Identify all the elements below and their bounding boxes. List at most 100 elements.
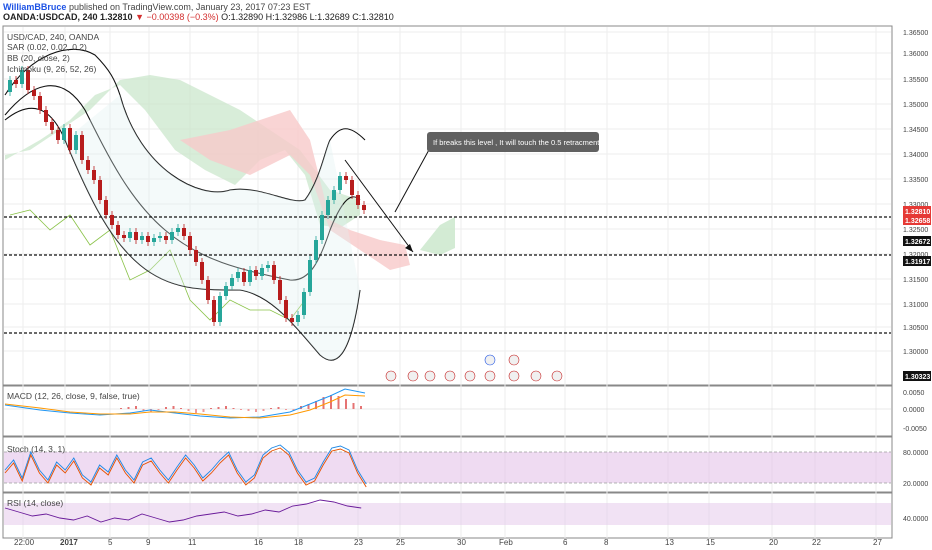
legend-macd[interactable]: MACD (12, 26, close, 9, false, true) — [7, 391, 140, 401]
projection-line — [344, 159, 414, 253]
time-tick-label: 23 — [354, 538, 363, 547]
legend-sar[interactable]: SAR (0.02, 0.02, 0.2) — [7, 42, 87, 52]
rsi-band — [4, 503, 891, 525]
annotation-box[interactable] — [427, 132, 599, 152]
candle-body — [254, 270, 258, 276]
candle-body — [188, 236, 192, 250]
macd-line — [4, 388, 366, 419]
macd-tick-label: -0.0050 — [903, 426, 927, 433]
publish-info: WilliamBBruce published on TradingView.c… — [3, 2, 310, 12]
candle-body — [110, 215, 114, 225]
bb-fill — [65, 95, 360, 361]
legend-rsi[interactable]: RSI (14, close) — [7, 498, 64, 508]
macd-axis: 0.0050 0.0000 -0.0050 — [903, 390, 927, 433]
candle-body — [140, 236, 144, 240]
time-tick-label: 13 — [665, 538, 674, 547]
price-tick-label: 1.36000 — [903, 51, 928, 58]
legend-bb[interactable]: BB (20, close, 2) — [7, 53, 70, 63]
candle-body — [80, 135, 84, 160]
candle-body — [206, 280, 210, 300]
legend-symbol: USD/CAD, 240, OANDA — [7, 32, 100, 42]
publish-text: published on TradingView.com, January 23… — [68, 2, 311, 12]
candle-body — [38, 96, 42, 110]
candle-body — [182, 228, 186, 236]
price-tick-label: 1.33500 — [903, 177, 928, 184]
symbol-label: OANDA:USDCAD, 240 — [3, 12, 98, 22]
candle-body — [56, 130, 60, 140]
ohlc-values: O:1.32890 H:1.32986 L:1.32689 C:1.32810 — [221, 12, 394, 22]
candle-body — [284, 300, 288, 318]
flag-icon[interactable] — [424, 370, 436, 382]
candle-body — [278, 280, 282, 300]
time-tick-label: 27 — [873, 538, 882, 547]
flag-icon[interactable] — [385, 370, 397, 382]
candle-body — [86, 160, 90, 170]
candle-body — [236, 272, 240, 278]
macd-bar — [232, 408, 235, 409]
ichimoku-cloud-green — [5, 75, 360, 228]
macd-bar — [322, 397, 325, 409]
author-link[interactable]: WilliamBBruce — [3, 2, 67, 12]
flag-icon[interactable] — [484, 370, 496, 382]
flag-icon[interactable] — [444, 370, 456, 382]
flag-icon[interactable] — [508, 370, 520, 382]
time-tick-label: 20 — [769, 538, 778, 547]
candle-body — [104, 200, 108, 215]
price-tick-label: 1.32000 — [903, 252, 928, 259]
flag-icon[interactable] — [508, 354, 520, 366]
rsi-tick-label: 40.0000 — [903, 516, 928, 523]
price-tick-label: 1.35500 — [903, 77, 928, 84]
ichimoku-cloud-red — [180, 110, 410, 270]
annotation-text: If breaks this level , It will touch the… — [433, 138, 601, 147]
macd-bar — [210, 408, 212, 409]
price-tick-label: 1.30500 — [903, 325, 928, 332]
legend-stoch[interactable]: Stoch (14, 3, 1) — [7, 444, 66, 454]
macd-bar — [315, 401, 317, 409]
legend-ichimoku[interactable]: Ichimoku (9, 26, 52, 26) — [7, 64, 97, 74]
macd-bar — [255, 409, 257, 412]
time-axis[interactable]: 22:00 2017 5 9 11 16 18 23 25 30 Feb 6 8 13 15 20 22 27 — [14, 538, 882, 547]
time-tick-label: 22 — [812, 538, 821, 547]
flag-icon[interactable] — [407, 370, 419, 382]
candle-body — [242, 272, 246, 282]
candle-body — [344, 176, 348, 180]
candle-body — [272, 265, 276, 280]
rsi-axis: 40.0000 — [903, 516, 928, 523]
flag-icon[interactable] — [484, 354, 496, 366]
macd-bar — [120, 408, 122, 409]
macd-bar — [142, 409, 145, 411]
rsi-line — [4, 499, 362, 523]
time-tick-label: 30 — [457, 538, 466, 547]
candlestick-series — [8, 66, 366, 326]
macd-bar — [337, 396, 340, 409]
flag-icon[interactable] — [464, 370, 476, 382]
flag-icon[interactable] — [551, 370, 563, 382]
candle-body — [200, 262, 204, 280]
flag-icon[interactable] — [530, 370, 542, 382]
stoch-tick-label: 20.0000 — [903, 481, 928, 488]
rsi-pane — [2, 492, 893, 539]
candle-body — [20, 70, 24, 84]
macd-bar — [345, 399, 347, 409]
price-tick-label: 1.31500 — [903, 277, 928, 284]
candle-body — [50, 122, 54, 130]
time-tick-label: 8 — [604, 538, 609, 547]
candle-body — [308, 260, 312, 292]
price-badge — [903, 236, 931, 246]
time-tick-label: 2017 — [60, 538, 78, 547]
candle-body — [74, 135, 78, 150]
macd-bar — [262, 409, 265, 411]
time-tick-label: 25 — [396, 538, 405, 547]
stoch-d-line — [4, 447, 367, 488]
last-price: 1.32810 — [100, 12, 133, 22]
macd-bar — [360, 406, 362, 409]
macd-bar — [307, 404, 310, 409]
price-badge — [903, 206, 931, 216]
candle-body — [320, 215, 324, 240]
economic-events — [385, 354, 563, 382]
candle-body — [224, 286, 228, 296]
quote-line: OANDA:USDCAD, 240 1.32810 ▼ −0.00398 (−0… — [3, 12, 394, 22]
price-axis[interactable]: 1.36500 1.36000 1.35500 1.35000 1.34500 1.340… — [903, 30, 928, 356]
stoch-k-line — [4, 444, 367, 485]
